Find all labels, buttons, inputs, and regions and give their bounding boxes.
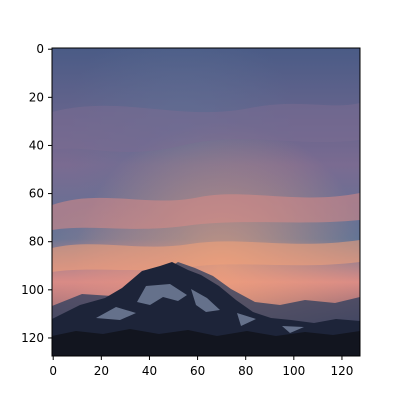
- cloud-streak: [52, 240, 360, 272]
- x-tick-label: 40: [142, 364, 157, 378]
- x-tick-label: 80: [238, 364, 253, 378]
- cloud-streak: [52, 193, 360, 230]
- y-tick-label: 20: [29, 90, 44, 104]
- snow-streaks: [96, 284, 304, 333]
- cloud-streak: [52, 103, 360, 152]
- y-tick-label: 0: [36, 42, 44, 56]
- axes-frame: [51, 47, 361, 357]
- y-tick-label: 60: [29, 187, 44, 201]
- x-tick-label: 120: [331, 364, 354, 378]
- x-tick-label: 60: [190, 364, 205, 378]
- y-tick-label: 100: [21, 283, 44, 297]
- x-tick-label: 100: [282, 364, 305, 378]
- foreground-hills: [52, 329, 360, 356]
- x-tick-label: 0: [49, 364, 57, 378]
- y-tick-label: 40: [29, 138, 44, 152]
- x-tick-label: 20: [94, 364, 109, 378]
- y-tick-label: 120: [21, 331, 44, 345]
- y-tick-label: 80: [29, 235, 44, 249]
